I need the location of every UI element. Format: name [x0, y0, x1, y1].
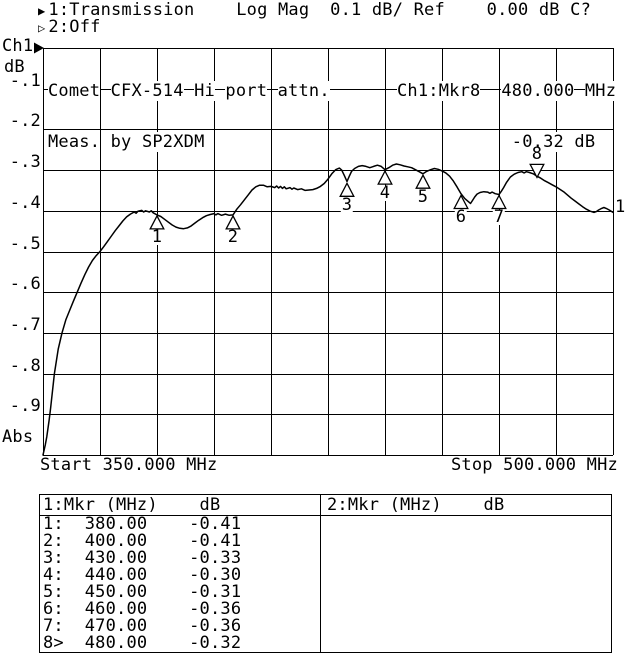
marker-6-icon: [453, 194, 469, 210]
y-tick-label: -.7: [9, 315, 41, 335]
marker-1-number: 1: [150, 227, 164, 248]
marker-5-icon: [415, 173, 431, 189]
start-frequency-label: Start 350.000 MHz: [40, 455, 218, 475]
annotation-word: Comet: [48, 81, 101, 101]
active-marker-readout-line1: Ch1:Mkr8 480.000 MHz: [397, 81, 617, 101]
marker-table-row-6: 6: 460.00 -0.36: [43, 599, 242, 619]
annotation-word: attn.: [277, 81, 330, 101]
header-line-ch1: ▶ 1:Transmission Log Mag 0.1 dB/ Ref 0.00…: [38, 2, 591, 20]
stop-frequency-label: Stop 500.000 MHz: [451, 455, 618, 475]
ch1-trace-settings: 1:Transmission Log Mag 0.1 dB/ Ref 0.00 …: [48, 0, 592, 20]
ch2-trace-settings: 2:Off: [48, 17, 101, 37]
y-tick-label: -.4: [9, 193, 41, 213]
header-line-ch2: ▷ 2:Off: [38, 19, 101, 37]
annotation-word: by: [110, 132, 132, 152]
active-marker-readout-line2: -0.32 dB: [397, 132, 616, 152]
y-tick-label: -.8: [9, 356, 41, 376]
annotation-word: Hi: [194, 81, 215, 101]
y-tick-label: -.5: [9, 234, 41, 254]
marker-8-number: 8: [530, 144, 544, 165]
ref-level-indicator-icon: [34, 42, 44, 54]
marker-1-icon: [149, 214, 165, 230]
annotation-word: -0.32: [511, 132, 564, 152]
annotation-word: Meas.: [48, 132, 101, 152]
y-tick-label: -.9: [9, 396, 41, 416]
annotation-word: CFX-514: [110, 81, 184, 101]
marker-table-row-2: 2: 400.00 -0.41: [43, 531, 242, 551]
marker-4-number: 4: [378, 182, 392, 203]
marker-3-icon: [339, 181, 355, 197]
annotation-word: Ch1:Mkr8: [397, 81, 481, 101]
y-axis-abs-label: Abs: [2, 427, 34, 447]
marker-3-number: 3: [340, 194, 354, 215]
marker-table-outline: [39, 494, 612, 653]
marker-table-1-header: 1:Mkr (MHz) dB: [43, 495, 221, 515]
y-tick-label: -.3: [9, 152, 41, 172]
annotation-word: MHz: [584, 81, 617, 101]
y-tick-label: -.1: [9, 71, 41, 91]
measurement-title-line1: Comet CFX-514 Hi port attn.: [48, 81, 330, 101]
marker-table-2-header: 2:Mkr (MHz) dB: [327, 495, 505, 515]
trace-ch1-transmission: [42, 163, 614, 456]
channel-1-active-marker-icon: ▶: [38, 4, 46, 18]
trace-number-label: 1: [615, 197, 626, 217]
marker-table-row-1: 1: 380.00 -0.41: [43, 514, 242, 534]
measurement-title: Comet CFX-514 Hi port attn. Meas. by SP2…: [48, 49, 330, 185]
marker-4-icon: [377, 169, 393, 185]
annotation-word: SP2XDM: [141, 132, 205, 152]
marker-table-row-5: 5: 450.00 -0.31: [43, 582, 242, 602]
marker-2-number: 2: [226, 227, 240, 248]
y-axis-unit-label: dB: [4, 57, 25, 77]
channel-2-marker-icon: ▷: [38, 21, 46, 35]
annotation-word: port: [225, 81, 268, 101]
y-tick-label: -.6: [9, 274, 41, 294]
active-marker-readout: Ch1:Mkr8 480.000 MHz -0.32 dB: [397, 49, 617, 185]
marker-table-row-4: 4: 440.00 -0.30: [43, 565, 242, 585]
y-tick-label: -.2: [9, 111, 41, 131]
marker-table-row-3: 3: 430.00 -0.33: [43, 548, 242, 568]
channel-label: Ch1: [2, 36, 34, 56]
marker-8-icon: [529, 163, 545, 179]
annotation-word: dB: [574, 132, 596, 152]
marker-5-number: 5: [416, 186, 430, 207]
marker-table-row-8: 8> 480.00 -0.32: [43, 633, 242, 653]
marker-7-icon: [491, 194, 507, 210]
marker-table-borders: [39, 494, 612, 653]
marker-table-row-7: 7: 470.00 -0.36: [43, 616, 242, 636]
annotation-word: 480.000: [501, 81, 575, 101]
marker-2-icon: [225, 214, 241, 230]
marker-6-number: 6: [454, 207, 468, 228]
measurement-title-line2: Meas. by SP2XDM: [48, 132, 330, 152]
marker-7-number: 7: [492, 207, 506, 228]
